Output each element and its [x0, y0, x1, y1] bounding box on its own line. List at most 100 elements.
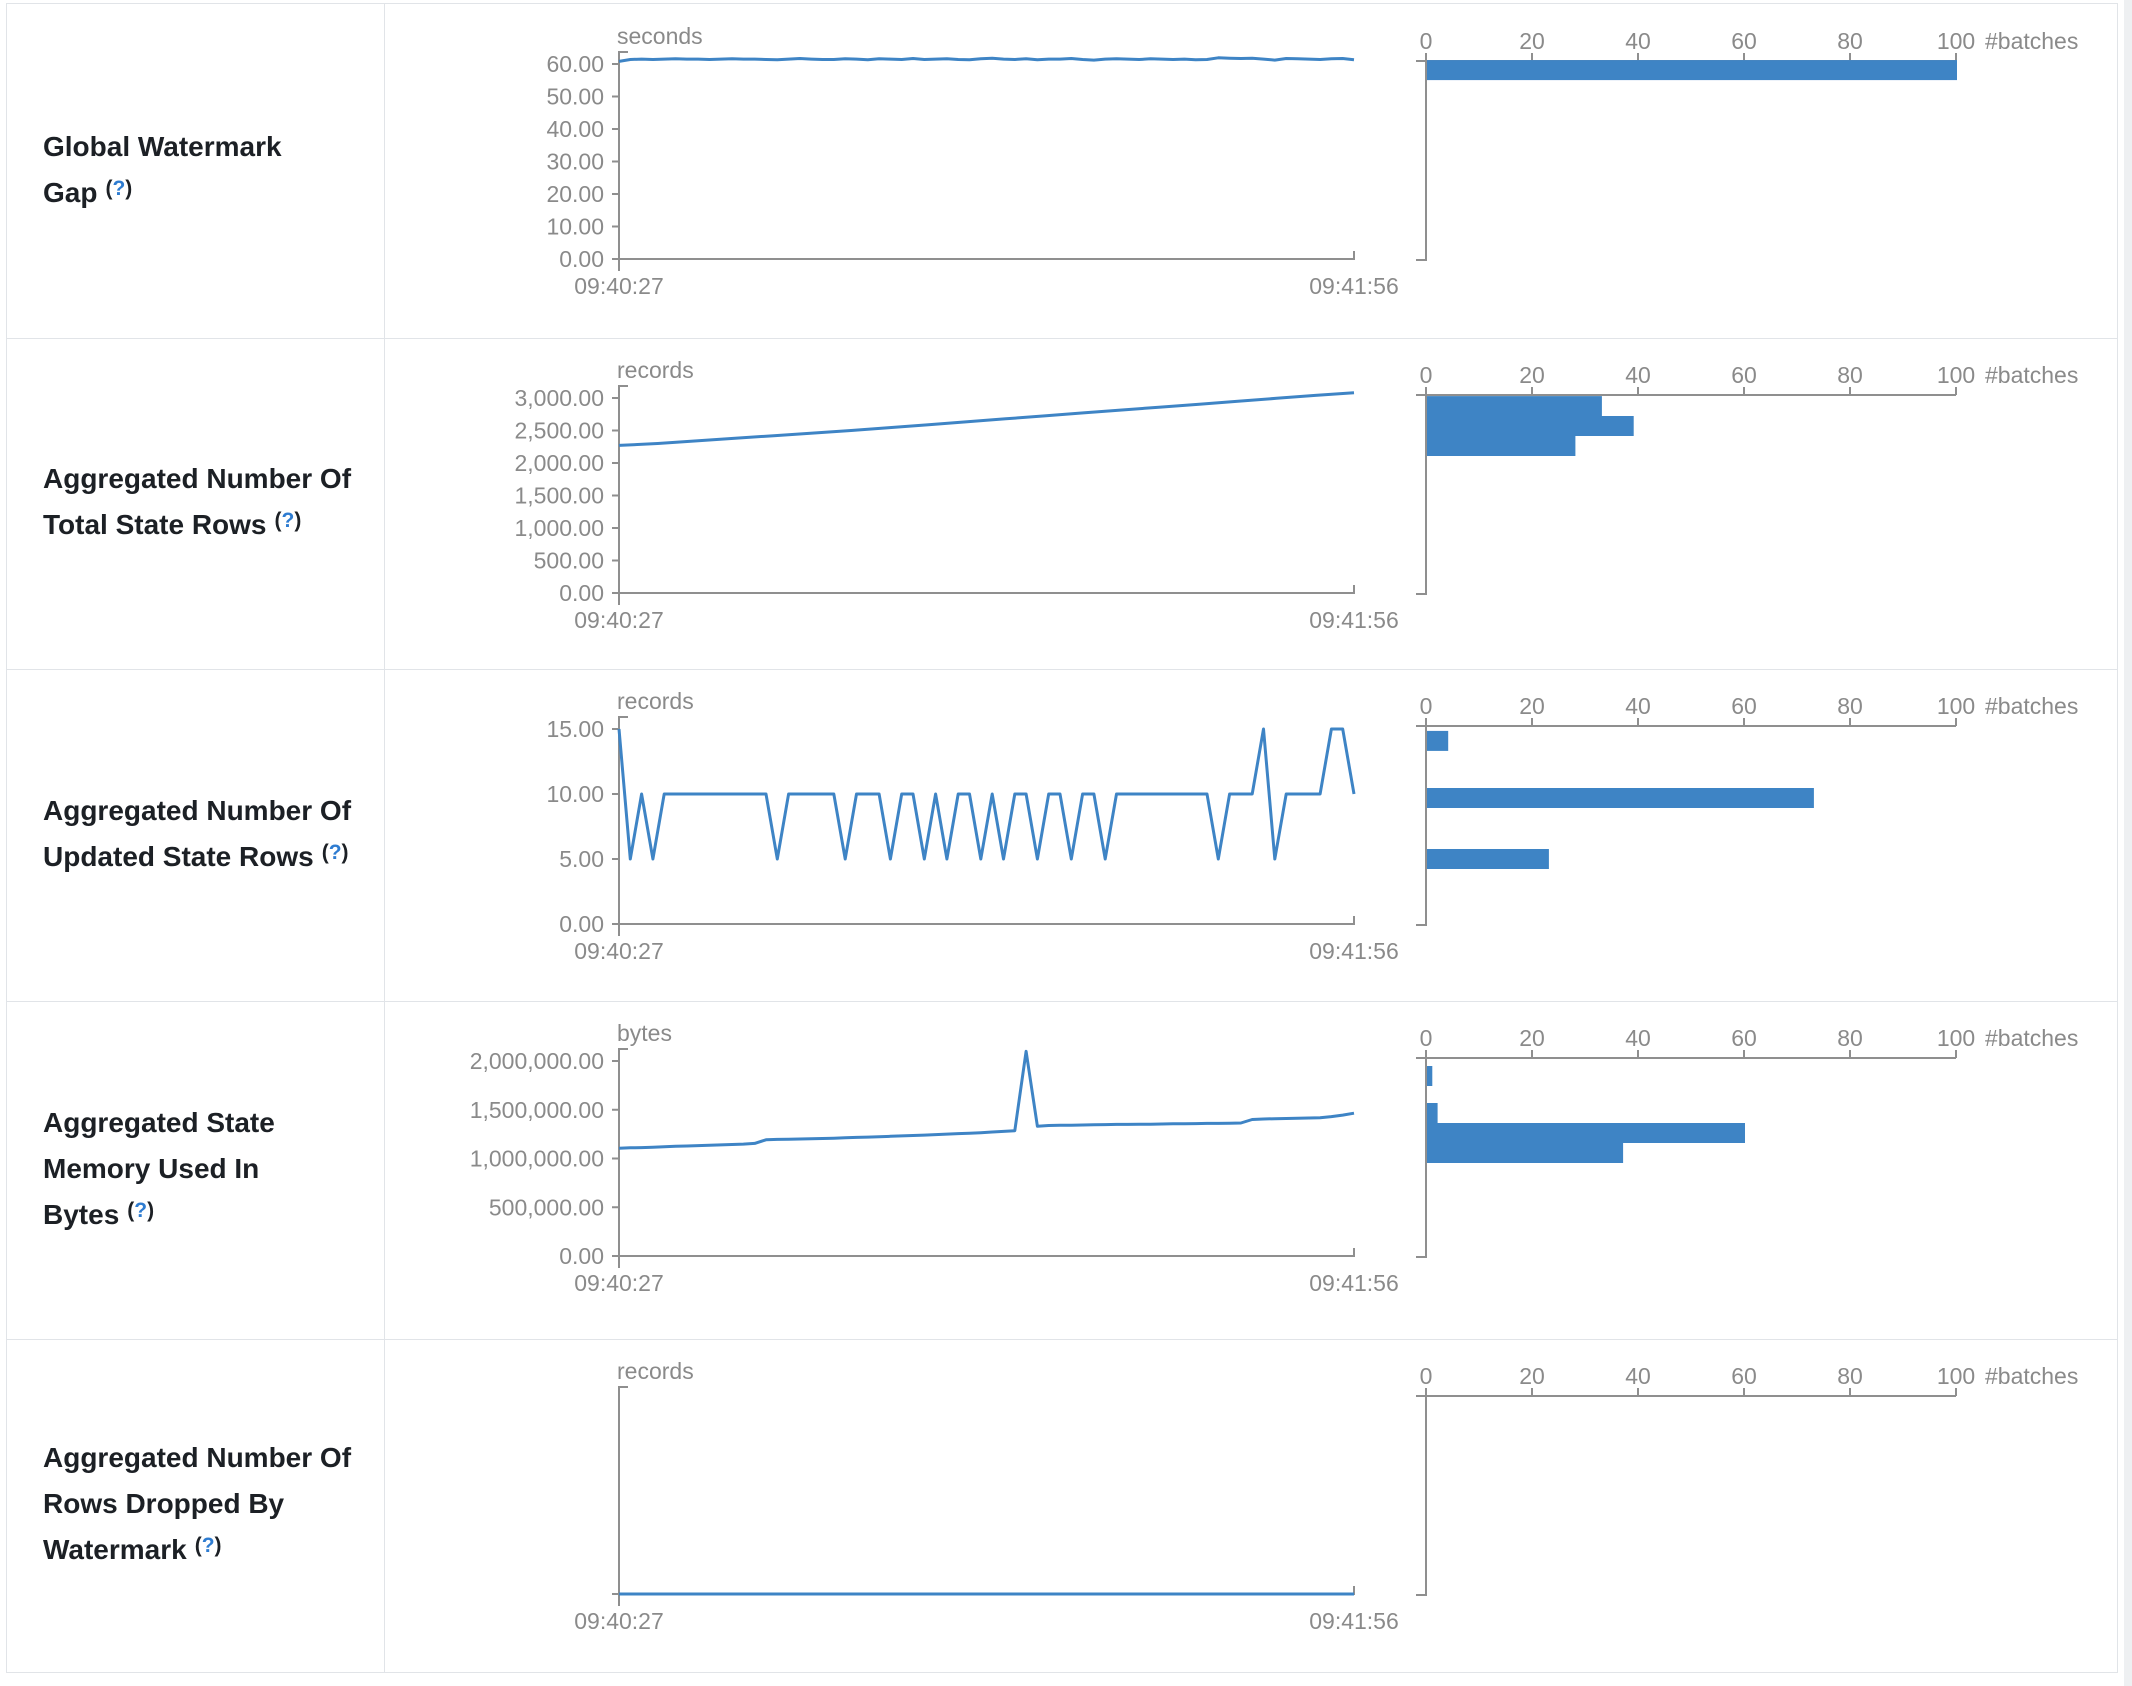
- x-axis-start-time-label: 09:40:27: [574, 273, 664, 299]
- metric-label: Aggregated Number Of Updated State Rows: [43, 794, 352, 872]
- histogram-x-axis-tick-label: 60: [1731, 693, 1757, 719]
- x-axis-end-time-label: 09:41:56: [1309, 607, 1399, 633]
- histogram-y-axis-line: [1416, 725, 1427, 926]
- help-paren-open: (: [321, 840, 329, 864]
- timeline-line: [618, 56, 1355, 63]
- metric-label: Aggregated Number Of Total State Rows: [43, 463, 352, 540]
- help-tooltip-link[interactable]: (?): [127, 1199, 154, 1222]
- histogram-batches-label: #batches: [1985, 362, 2078, 388]
- x-axis-end-time-label: 09:41:56: [1309, 1608, 1399, 1634]
- metric-row: Aggregated Number Of Updated State Rows(…: [7, 669, 2117, 1001]
- y-axis-tick-label: 1,500.00: [514, 483, 604, 509]
- histogram-x-axis-tick-label: 80: [1837, 693, 1863, 719]
- histogram-x-axis-tick-label: 40: [1625, 362, 1651, 388]
- help-question-icon: ?: [134, 1198, 148, 1222]
- metric-charts-svg: records 09:40:27 09:41:56 0 20 40 60 80 100 #batc…: [574, 1358, 2078, 1634]
- histogram-bar: [1427, 396, 1602, 417]
- histogram-x-axis-tick-label: 20: [1519, 693, 1545, 719]
- row-divider: [7, 1001, 2117, 1002]
- x-axis-start-time-label: 09:40:27: [574, 607, 664, 633]
- y-axis-tick-label: 500,000.00: [489, 1194, 604, 1220]
- histogram-x-axis-tick-label: 60: [1731, 1025, 1757, 1051]
- histogram-y-axis-line: [1416, 1057, 1427, 1258]
- y-axis-line: [618, 1048, 628, 1256]
- histogram-x-axis-tick-label: 20: [1519, 1363, 1545, 1389]
- help-question-icon: ?: [281, 509, 295, 532]
- x-axis-start-time-label: 09:40:27: [574, 938, 664, 964]
- histogram-x-axis-tick-label: 60: [1731, 1363, 1757, 1389]
- help-paren-close: ): [294, 509, 302, 532]
- scrollbar-gutter[interactable]: [2124, 0, 2132, 1686]
- histogram-bar: [1427, 60, 1957, 81]
- metric-row: Aggregated Number Of Total State Rows (?)…: [7, 338, 2117, 669]
- x-axis-line: [618, 585, 1355, 605]
- y-axis-tick-label: 10.00: [546, 214, 604, 240]
- y-axis-line: [618, 716, 628, 924]
- x-axis-end-time-label: 09:41:56: [1309, 1270, 1399, 1296]
- histogram-x-axis-tick-label: 80: [1837, 1363, 1863, 1389]
- y-axis-tick-label: 1,000,000.00: [470, 1146, 604, 1172]
- histogram-x-axis-tick-label: 60: [1731, 28, 1757, 54]
- histogram-bar: [1427, 1143, 1624, 1163]
- histogram-x-axis-tick-label: 100: [1937, 28, 1975, 54]
- y-axis-line: [618, 51, 628, 259]
- x-axis-line: [618, 1248, 1355, 1268]
- histogram-x-axis-tick-label: 80: [1837, 362, 1863, 388]
- histogram-bar: [1427, 416, 1634, 436]
- y-axis-tick-label: 1,000.00: [514, 515, 604, 541]
- streaming-statistics-table: Global Watermark Gap (?) seconds 60.00 50.00…: [6, 3, 2118, 1673]
- y-axis-tick-label: 2,000.00: [514, 450, 604, 476]
- y-axis-tick-label: 500.00: [534, 548, 604, 574]
- y-axis-tick-label: 60.00: [546, 51, 604, 77]
- row-divider: [7, 338, 2117, 339]
- metric-charts-svg: records 3,000.00 2,500.00 2,000.00 1,500.00 1…: [514, 357, 2078, 633]
- histogram-bar: [1427, 730, 1449, 751]
- y-axis-tick-label: 10.00: [546, 781, 604, 807]
- metric-charts-svg: bytes 2,000,000.00 1,500,000.00 1,000,000.0…: [470, 1020, 2079, 1296]
- help-tooltip-link[interactable]: (?): [322, 841, 349, 864]
- x-axis-start-time-label: 09:40:27: [574, 1270, 664, 1296]
- timeline-line: [617, 727, 1356, 861]
- histogram-bar: [1427, 436, 1576, 456]
- help-question-icon: ?: [201, 1534, 215, 1557]
- histogram-x-axis-tick-label: 80: [1837, 1025, 1863, 1051]
- metric-label-cell: Global Watermark Gap (?): [7, 4, 384, 338]
- histogram-x-axis-tick-label: 0: [1420, 1363, 1433, 1389]
- metric-charts-svg: seconds 60.00 50.00 40.00 30.00 20.00 10.00 0.0…: [546, 23, 2078, 299]
- metric-row: Aggregated Number Of Rows Dropped By Wat…: [7, 1339, 2117, 1672]
- histogram-x-axis-tick-label: 60: [1731, 362, 1757, 388]
- histogram-x-axis-tick-label: 100: [1937, 693, 1975, 719]
- y-axis-tick-label: 0.00: [559, 911, 604, 937]
- row-divider: [7, 1339, 2117, 1340]
- y-axis-tick-label: 2,500.00: [514, 418, 604, 444]
- histogram-x-axis-tick-label: 40: [1625, 1025, 1651, 1051]
- histogram-x-axis-tick-label: 40: [1625, 693, 1651, 719]
- y-axis-tick-label: 40.00: [546, 116, 604, 142]
- metric-label: Aggregated State Memory Used In Bytes: [43, 1106, 275, 1230]
- help-tooltip-link[interactable]: (?): [195, 1534, 222, 1557]
- y-axis-tick-label: 0.00: [559, 580, 604, 606]
- row-divider: [7, 669, 2117, 670]
- y-axis-tick-label: 0.00: [559, 1243, 604, 1269]
- help-tooltip-link[interactable]: (?): [105, 177, 132, 200]
- help-paren-open: (: [194, 1534, 202, 1557]
- y-axis-unit-label: records: [617, 357, 694, 383]
- histogram-x-axis-tick-label: 80: [1837, 28, 1863, 54]
- column-divider: [384, 4, 385, 1672]
- metric-row: Aggregated State Memory Used In Bytes (?)…: [7, 1001, 2117, 1339]
- histogram-bar: [1427, 1103, 1438, 1123]
- y-axis-tick-label: 50.00: [546, 84, 604, 110]
- x-axis-line: [618, 1586, 1355, 1606]
- y-axis-tick-label: 20.00: [546, 181, 604, 207]
- help-paren-close: ): [214, 1534, 222, 1557]
- y-axis-tick-label: 5.00: [559, 846, 604, 872]
- help-paren-open: (: [274, 509, 282, 532]
- histogram-bar: [1427, 1123, 1745, 1143]
- help-tooltip-link[interactable]: (?): [275, 509, 302, 532]
- y-axis-tick-label: 2,000,000.00: [470, 1048, 604, 1074]
- x-axis-line: [618, 916, 1355, 936]
- histogram-x-axis-tick-label: 100: [1937, 1025, 1975, 1051]
- timeline-line: [618, 1049, 1355, 1150]
- histogram-x-axis-tick-label: 20: [1519, 362, 1545, 388]
